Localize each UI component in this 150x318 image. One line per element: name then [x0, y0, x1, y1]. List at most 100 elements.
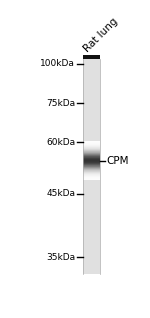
Bar	[83, 117, 100, 118]
Bar	[83, 181, 100, 182]
Bar	[83, 111, 100, 112]
Bar	[83, 92, 100, 93]
Bar	[83, 120, 100, 121]
Bar	[83, 272, 100, 273]
Bar	[83, 165, 100, 166]
Bar	[83, 173, 100, 174]
Bar	[83, 187, 100, 188]
Bar	[83, 160, 100, 161]
Bar	[83, 140, 100, 141]
Bar	[83, 224, 100, 225]
Text: 100kDa: 100kDa	[40, 59, 75, 68]
Bar	[83, 244, 100, 245]
Bar	[83, 167, 100, 168]
Bar	[83, 273, 100, 274]
Bar	[83, 154, 100, 155]
Bar	[83, 232, 100, 233]
Bar	[83, 106, 100, 107]
Bar	[83, 267, 100, 268]
Bar	[83, 133, 100, 134]
Bar	[83, 147, 100, 148]
Bar	[83, 228, 100, 229]
Bar	[83, 171, 100, 172]
Bar	[83, 259, 100, 260]
Bar	[83, 203, 100, 204]
Bar	[83, 84, 100, 85]
Bar	[83, 112, 100, 113]
Bar	[83, 61, 100, 62]
Bar	[83, 164, 100, 165]
Bar	[83, 257, 100, 258]
Bar	[83, 148, 100, 149]
Bar	[83, 168, 100, 169]
Bar	[83, 165, 100, 166]
Bar	[83, 63, 100, 64]
Bar	[83, 195, 100, 196]
Bar	[83, 176, 100, 177]
Bar	[83, 96, 100, 97]
Bar	[83, 94, 100, 95]
Bar	[83, 196, 100, 197]
Bar	[83, 164, 100, 165]
Bar	[83, 215, 100, 216]
Bar	[83, 256, 100, 257]
Bar	[83, 263, 100, 264]
Bar	[83, 81, 100, 82]
Bar	[83, 146, 100, 147]
Bar	[83, 97, 100, 98]
Bar	[83, 170, 100, 171]
Bar	[83, 156, 100, 157]
Bar	[83, 72, 100, 73]
Bar	[83, 110, 100, 111]
Bar	[83, 186, 100, 187]
Bar	[83, 235, 100, 236]
Bar	[83, 174, 100, 175]
Bar	[83, 220, 100, 221]
Bar	[83, 105, 100, 106]
Bar	[83, 70, 100, 71]
Bar	[83, 223, 100, 224]
Bar	[83, 145, 100, 146]
Bar	[83, 71, 100, 72]
Text: 60kDa: 60kDa	[46, 138, 75, 147]
Bar	[83, 126, 100, 127]
Bar	[83, 122, 100, 123]
Bar	[83, 226, 100, 227]
Bar	[83, 183, 100, 184]
Bar	[83, 104, 100, 105]
Bar	[83, 185, 100, 186]
Bar	[83, 144, 100, 145]
Bar	[83, 260, 100, 261]
Bar	[83, 266, 100, 267]
Bar	[83, 271, 100, 272]
Bar	[83, 90, 100, 91]
Bar	[83, 219, 100, 220]
Bar	[83, 82, 100, 83]
Bar	[83, 143, 100, 144]
Bar	[83, 254, 100, 255]
Bar	[83, 153, 100, 154]
Bar	[83, 68, 100, 69]
Bar	[83, 73, 100, 74]
Bar	[83, 103, 100, 104]
Bar	[83, 151, 100, 152]
Bar	[83, 242, 100, 243]
Bar	[83, 102, 100, 103]
Bar	[83, 139, 100, 140]
Bar	[83, 161, 100, 162]
Bar	[83, 197, 100, 198]
Bar	[83, 171, 100, 172]
Bar	[83, 157, 100, 158]
Bar	[83, 161, 100, 162]
Bar	[83, 91, 100, 92]
Bar	[83, 243, 100, 244]
Bar	[83, 129, 100, 130]
Bar	[83, 150, 100, 151]
Bar	[83, 172, 100, 173]
Bar	[83, 194, 100, 195]
Bar	[83, 174, 100, 175]
Bar	[83, 124, 100, 125]
Bar	[83, 201, 100, 202]
Bar	[83, 193, 100, 194]
Bar	[83, 206, 100, 207]
